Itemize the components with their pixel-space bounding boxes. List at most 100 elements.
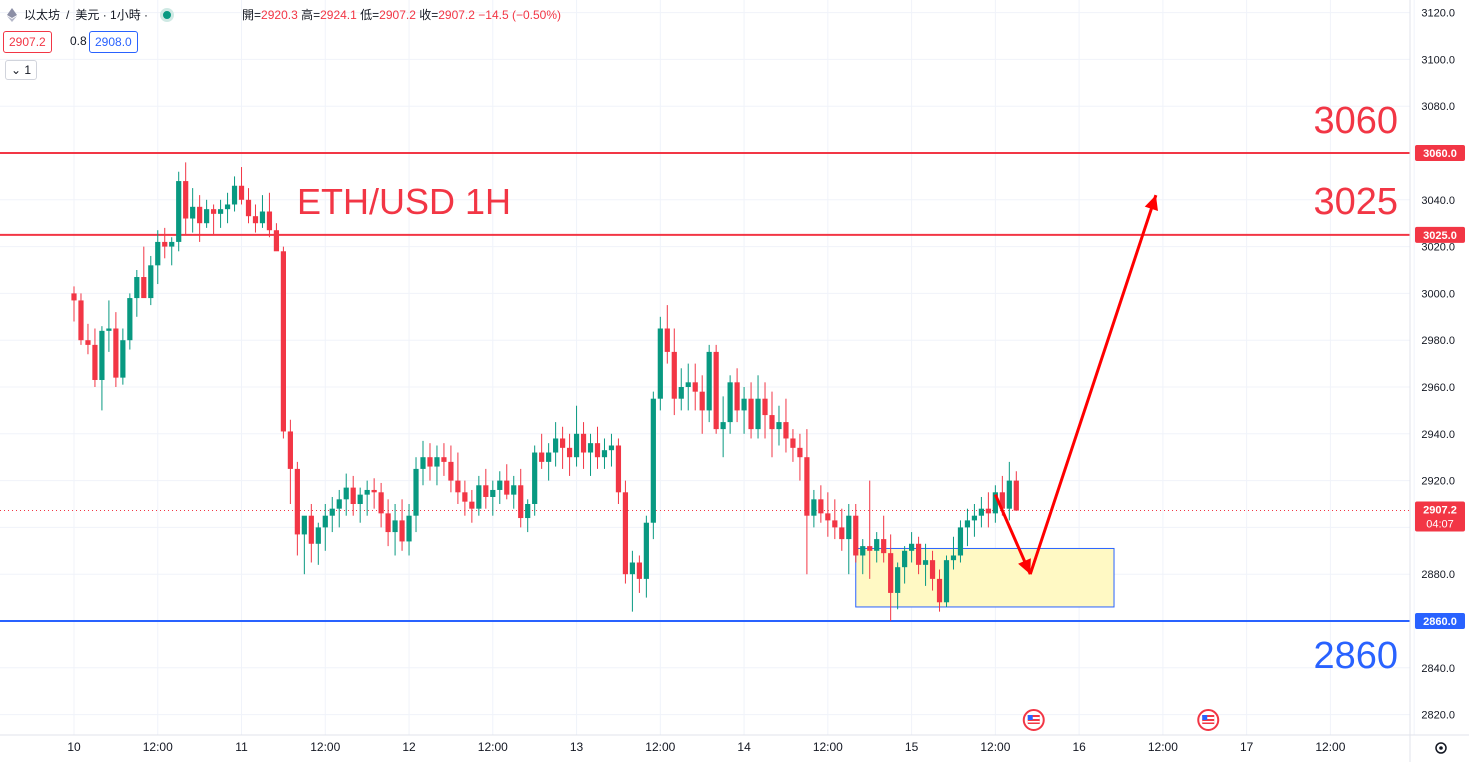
candle[interactable]	[308, 504, 314, 563]
candle[interactable]	[909, 532, 915, 563]
resistance-3025-text[interactable]: 3025	[1313, 181, 1398, 223]
candle[interactable]	[957, 520, 964, 563]
candle[interactable]	[99, 326, 105, 411]
candle[interactable]	[238, 167, 245, 205]
candle[interactable]	[85, 323, 91, 355]
candle[interactable]	[204, 199, 210, 228]
candle[interactable]	[853, 504, 859, 563]
candle[interactable]	[566, 433, 573, 476]
candle[interactable]	[867, 480, 873, 579]
candle[interactable]	[818, 485, 824, 523]
candle[interactable]	[231, 176, 238, 212]
chart-title[interactable]: ETH/USD 1H	[297, 181, 511, 222]
candle[interactable]	[560, 426, 566, 469]
candle[interactable]	[106, 300, 112, 352]
candle[interactable]	[636, 555, 642, 593]
candle[interactable]	[950, 536, 957, 570]
candle[interactable]	[434, 445, 440, 486]
candle[interactable]	[420, 440, 426, 486]
candle[interactable]	[608, 433, 615, 467]
candle[interactable]	[936, 569, 943, 612]
candle[interactable]	[71, 286, 77, 322]
candle[interactable]	[343, 473, 349, 516]
candle[interactable]	[860, 539, 866, 575]
candle[interactable]	[943, 555, 950, 607]
candle[interactable]	[469, 489, 475, 523]
candle[interactable]	[713, 344, 719, 434]
candle[interactable]	[155, 230, 161, 285]
candle[interactable]	[874, 532, 880, 563]
candle[interactable]	[671, 328, 677, 416]
candle[interactable]	[462, 480, 468, 516]
candle[interactable]	[985, 492, 991, 528]
candle[interactable]	[259, 195, 266, 228]
candle[interactable]	[741, 387, 747, 434]
candle[interactable]	[692, 363, 698, 411]
candle[interactable]	[804, 429, 810, 575]
us-economic-event-icon[interactable]	[1022, 709, 1045, 731]
candle[interactable]	[657, 316, 663, 411]
candle[interactable]	[399, 499, 405, 551]
sell-price-button[interactable]: 2907.2	[3, 31, 52, 53]
candle[interactable]	[895, 562, 901, 610]
candle[interactable]	[587, 433, 594, 476]
candle[interactable]	[273, 223, 280, 252]
candle[interactable]	[720, 396, 726, 458]
candle[interactable]	[678, 368, 684, 411]
candle[interactable]	[287, 419, 293, 504]
candle[interactable]	[769, 391, 775, 458]
candle[interactable]	[183, 162, 189, 235]
candle[interactable]	[601, 438, 608, 469]
candle[interactable]	[881, 515, 887, 563]
candle[interactable]	[371, 478, 377, 509]
candle[interactable]	[699, 375, 705, 434]
candle[interactable]	[301, 515, 307, 575]
candle[interactable]	[476, 475, 482, 516]
gear-icon[interactable]	[1435, 742, 1447, 754]
candle[interactable]	[846, 504, 852, 575]
candle[interactable]	[197, 195, 203, 242]
candle[interactable]	[734, 368, 740, 423]
candle[interactable]	[594, 426, 601, 469]
candle[interactable]	[406, 504, 412, 556]
candle[interactable]	[539, 433, 545, 469]
candle[interactable]	[622, 480, 629, 584]
candle[interactable]	[755, 375, 761, 439]
candle[interactable]	[525, 499, 531, 533]
candle[interactable]	[573, 405, 580, 467]
candle[interactable]	[511, 475, 517, 509]
candle[interactable]	[978, 496, 984, 528]
market-status-icon[interactable]	[160, 7, 175, 22]
candle[interactable]	[490, 480, 496, 516]
candle[interactable]	[427, 443, 433, 481]
candle[interactable]	[357, 487, 363, 523]
support-2860-text[interactable]: 2860	[1313, 635, 1398, 677]
candle[interactable]	[839, 508, 845, 551]
candle[interactable]	[113, 312, 119, 387]
arrow-shaft[interactable]	[1028, 194, 1158, 575]
candle[interactable]	[902, 546, 908, 584]
candle[interactable]	[762, 382, 768, 439]
candle[interactable]	[266, 192, 273, 238]
candle[interactable]	[797, 433, 803, 481]
candle[interactable]	[141, 246, 147, 299]
candle[interactable]	[280, 246, 286, 439]
quote-and-interval[interactable]: 美元 · 1小時 ·	[75, 8, 149, 22]
candle[interactable]	[392, 504, 398, 556]
candle[interactable]	[78, 293, 84, 345]
candle[interactable]	[252, 204, 259, 233]
candle[interactable]	[378, 482, 384, 528]
candle[interactable]	[336, 489, 342, 528]
buy-price-button[interactable]: 2908.0	[89, 31, 138, 53]
candle[interactable]	[364, 480, 370, 516]
candle[interactable]	[504, 464, 510, 500]
candle[interactable]	[322, 504, 328, 551]
candle[interactable]	[448, 445, 454, 493]
candle[interactable]	[350, 475, 356, 516]
candle[interactable]	[929, 550, 936, 591]
candle[interactable]	[580, 422, 587, 469]
candle[interactable]	[776, 405, 782, 446]
candle[interactable]	[727, 375, 733, 434]
candle[interactable]	[888, 534, 894, 621]
candle[interactable]	[441, 443, 447, 476]
